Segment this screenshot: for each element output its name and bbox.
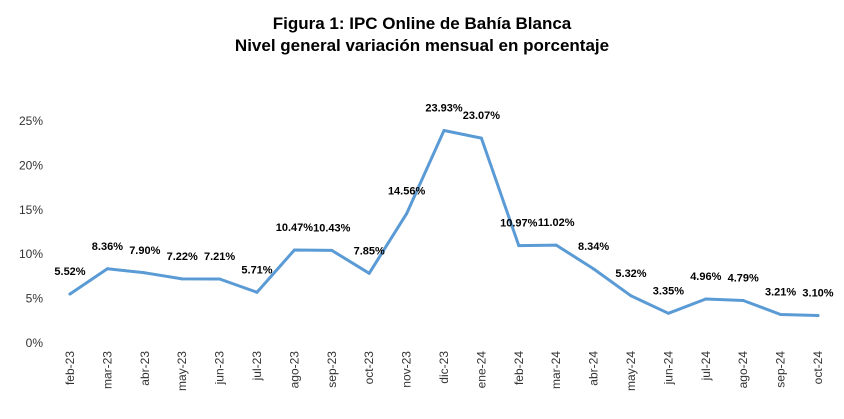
data-label: 7.21% bbox=[204, 251, 235, 263]
x-tick-label: may-23 bbox=[175, 351, 189, 391]
data-point bbox=[629, 294, 633, 298]
data-label: 5.52% bbox=[54, 266, 85, 278]
data-label: 3.21% bbox=[765, 286, 796, 298]
data-point bbox=[105, 267, 109, 271]
data-label: 8.34% bbox=[578, 241, 609, 253]
x-tick-label: nov-23 bbox=[400, 351, 414, 388]
x-tick-label: feb-24 bbox=[512, 351, 526, 385]
data-point bbox=[292, 248, 296, 252]
data-label: 23.93% bbox=[425, 103, 463, 115]
x-tick-label: sep-24 bbox=[774, 351, 788, 388]
data-point bbox=[779, 312, 783, 316]
x-tick-label: dic-23 bbox=[437, 351, 451, 384]
series-ipc bbox=[68, 129, 820, 317]
y-tick-label: 20% bbox=[19, 158, 43, 172]
data-label: 3.10% bbox=[802, 287, 833, 299]
x-tick-label: ene-24 bbox=[474, 351, 488, 389]
data-label: 10.47% bbox=[276, 222, 314, 234]
data-label: 23.07% bbox=[463, 110, 501, 122]
data-labels: 5.52% 8.36% 7.90% 7.22% 7.21% 5.71% 10.47% 10.4… bbox=[54, 103, 833, 300]
data-point bbox=[143, 271, 147, 275]
data-point bbox=[255, 290, 259, 294]
data-point bbox=[592, 267, 596, 271]
x-tick-label: oct-24 bbox=[811, 351, 825, 385]
x-tick-label: oct-23 bbox=[362, 351, 376, 385]
x-tick-label: abr-23 bbox=[138, 351, 152, 386]
data-point bbox=[367, 271, 371, 275]
y-tick-label: 25% bbox=[19, 114, 43, 128]
data-point bbox=[704, 297, 708, 301]
data-label: 5.32% bbox=[615, 268, 646, 280]
x-tick-label: jul-24 bbox=[699, 351, 713, 382]
data-point bbox=[517, 244, 521, 248]
data-label: 8.36% bbox=[92, 241, 123, 253]
data-point bbox=[479, 136, 483, 140]
x-tick-label: sep-23 bbox=[325, 351, 339, 388]
data-point bbox=[442, 129, 446, 133]
y-axis: 0% 5% 10% 15% 20% 25% bbox=[19, 114, 43, 350]
data-point bbox=[405, 212, 409, 216]
series-line bbox=[68, 129, 820, 317]
x-tick-label: jun-23 bbox=[213, 351, 227, 386]
data-label: 7.90% bbox=[129, 245, 160, 257]
y-tick-label: 10% bbox=[19, 247, 43, 261]
x-tick-label: may-24 bbox=[624, 351, 638, 391]
data-point bbox=[666, 311, 670, 315]
data-label: 14.56% bbox=[388, 186, 426, 198]
y-tick-label: 15% bbox=[19, 203, 43, 217]
chart-subtitle: Nivel general variación mensual en porce… bbox=[234, 36, 610, 55]
x-tick-label: mar-24 bbox=[549, 351, 563, 389]
data-point bbox=[816, 313, 820, 317]
data-point bbox=[68, 292, 72, 296]
data-point bbox=[218, 277, 222, 281]
data-label: 4.96% bbox=[690, 271, 721, 283]
x-tick-label: ago-24 bbox=[736, 351, 750, 389]
x-tick-label: ago-23 bbox=[287, 351, 301, 389]
y-tick-label: 5% bbox=[26, 292, 44, 306]
data-label: 7.85% bbox=[354, 245, 385, 257]
data-label: 11.02% bbox=[538, 217, 575, 229]
data-point bbox=[741, 298, 745, 302]
data-point bbox=[330, 248, 334, 252]
data-label: 10.43% bbox=[313, 222, 351, 234]
chart-title: Figura 1: IPC Online de Bahía Blanca bbox=[272, 14, 572, 33]
data-point bbox=[554, 243, 558, 247]
x-axis: feb-23 mar-23 abr-23 may-23 jun-23 jul-23 ago-… bbox=[63, 351, 825, 391]
x-tick-label: feb-23 bbox=[63, 351, 77, 385]
x-tick-label: abr-24 bbox=[587, 351, 601, 386]
x-tick-label: jul-23 bbox=[250, 351, 264, 382]
data-label: 3.35% bbox=[653, 285, 684, 297]
y-tick-label: 0% bbox=[26, 336, 44, 350]
data-label: 4.79% bbox=[728, 272, 759, 284]
data-label: 5.71% bbox=[241, 264, 272, 276]
x-tick-label: jun-24 bbox=[661, 351, 675, 386]
data-label: 10.97% bbox=[500, 218, 538, 230]
data-label: 7.22% bbox=[167, 251, 198, 263]
data-point bbox=[180, 277, 184, 281]
x-tick-label: mar-23 bbox=[100, 351, 114, 389]
